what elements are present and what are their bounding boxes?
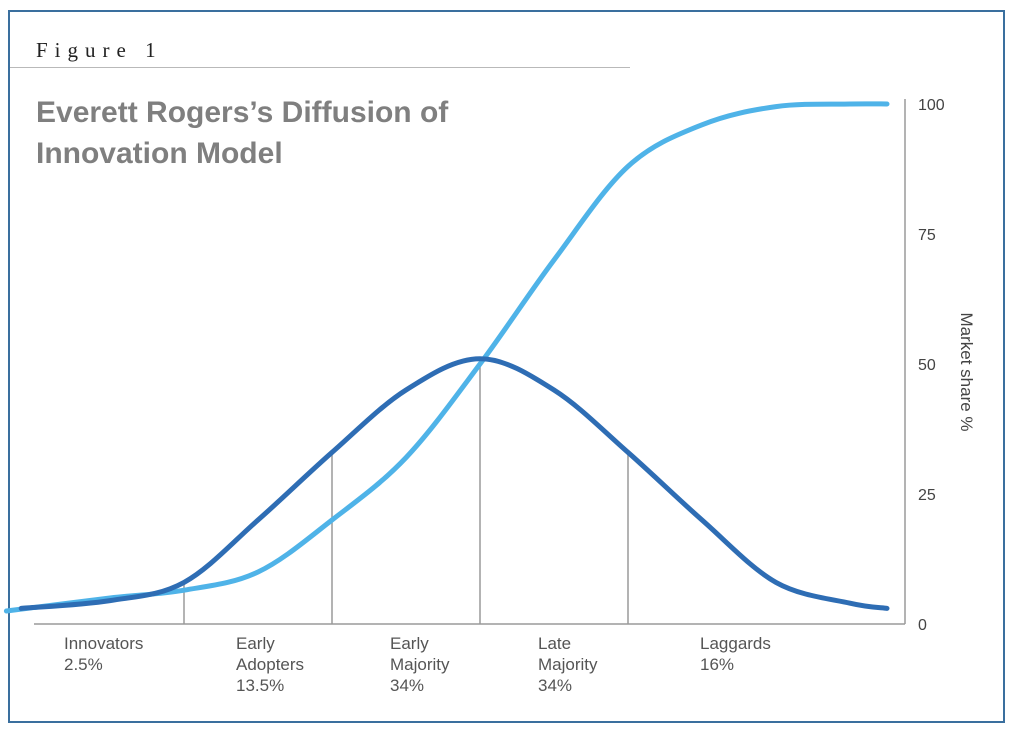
chart-title: Everett Rogers’s Diffusion of Innovation… — [36, 96, 449, 170]
y-axis-label: Market share % — [957, 312, 976, 432]
segment-label-3: Early Majority 34% — [390, 634, 450, 695]
y-tick-label-75: 75 — [918, 227, 936, 244]
segment-label-5: Laggards 16% — [700, 634, 771, 674]
figure-label: Figure 1 — [36, 38, 163, 62]
adoption-curve — [18, 356, 890, 611]
segment-label-1: Innovators 2.5% — [64, 634, 144, 674]
segment-label-2: Early Adopters 13.5% — [236, 634, 305, 695]
y-tick-label-100: 100 — [918, 97, 945, 114]
y-tick-label-25: 25 — [918, 487, 936, 504]
figure-frame — [8, 10, 1005, 723]
figure-label-rule — [10, 67, 630, 68]
market-share-curve — [3, 101, 890, 614]
y-tick-label-0: 0 — [918, 617, 927, 634]
segment-label-4: Late Majority 34% — [538, 634, 598, 695]
y-tick-label-50: 50 — [918, 357, 936, 374]
